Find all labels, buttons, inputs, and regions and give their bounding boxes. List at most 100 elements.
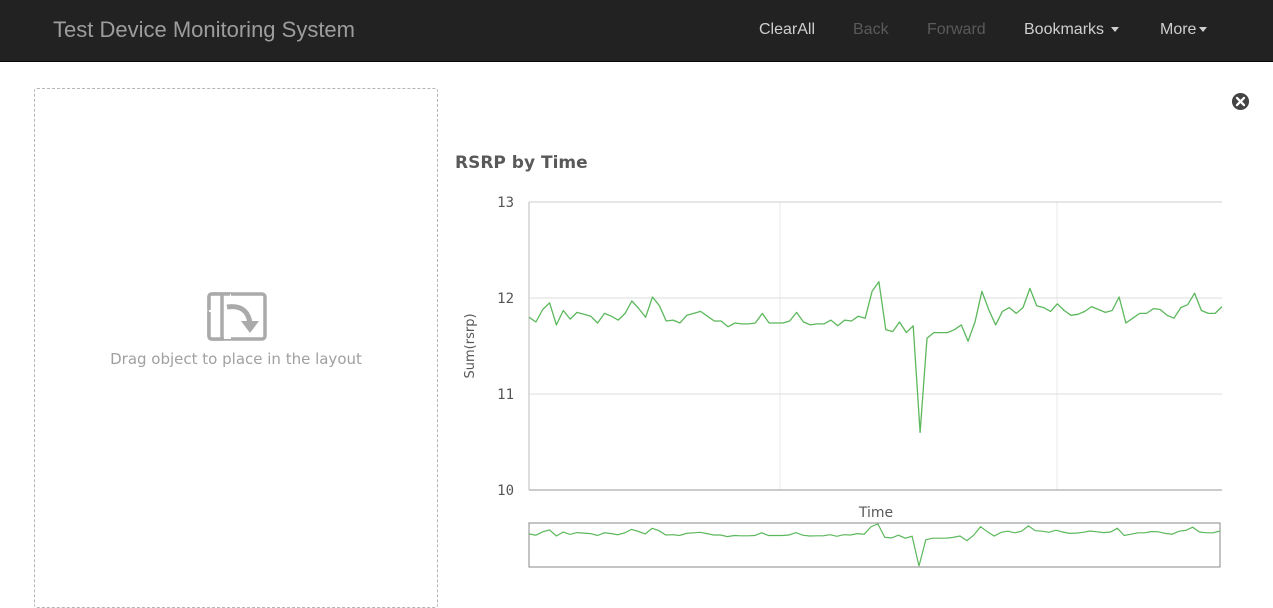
rsrp-line-chart[interactable]: 10 11 12 13 Sum(rsrp) Time xyxy=(440,190,1240,576)
data-point[interactable] xyxy=(925,336,930,341)
data-point[interactable] xyxy=(863,316,868,321)
data-point[interactable] xyxy=(1172,316,1177,321)
data-point[interactable] xyxy=(1123,321,1128,326)
data-point[interactable] xyxy=(1158,307,1163,312)
data-point[interactable] xyxy=(1062,308,1067,313)
clearall-button[interactable]: ClearAll xyxy=(759,21,816,38)
data-point[interactable] xyxy=(602,311,607,316)
data-point[interactable] xyxy=(623,311,628,316)
data-point[interactable] xyxy=(575,310,580,315)
data-point[interactable] xyxy=(801,320,806,325)
data-point[interactable] xyxy=(629,298,634,303)
data-point[interactable] xyxy=(705,314,710,319)
forward-button[interactable]: Forward xyxy=(927,21,986,38)
data-point[interactable] xyxy=(1096,307,1101,312)
close-icon[interactable] xyxy=(1231,92,1250,111)
data-point[interactable] xyxy=(1069,313,1074,318)
data-point[interactable] xyxy=(1165,313,1170,318)
data-point[interactable] xyxy=(952,327,957,332)
data-point[interactable] xyxy=(966,339,971,344)
data-point[interactable] xyxy=(1213,311,1218,316)
data-point[interactable] xyxy=(918,430,923,435)
data-point[interactable] xyxy=(684,313,689,318)
data-point[interactable] xyxy=(719,319,724,324)
data-point[interactable] xyxy=(870,289,875,294)
data-point[interactable] xyxy=(780,321,785,326)
data-point[interactable] xyxy=(1151,306,1156,311)
data-point[interactable] xyxy=(815,321,820,326)
data-point[interactable] xyxy=(911,323,916,328)
data-point[interactable] xyxy=(760,311,765,316)
data-point[interactable] xyxy=(993,322,998,327)
data-point[interactable] xyxy=(1103,310,1108,315)
data-point[interactable] xyxy=(1027,286,1032,291)
data-point[interactable] xyxy=(890,329,895,334)
data-point[interactable] xyxy=(540,307,545,312)
data-point[interactable] xyxy=(753,321,758,326)
data-point[interactable] xyxy=(856,314,861,319)
data-point[interactable] xyxy=(835,323,840,328)
data-point[interactable] xyxy=(931,330,936,335)
data-point[interactable] xyxy=(1055,301,1060,306)
data-point[interactable] xyxy=(588,314,593,319)
data-point[interactable] xyxy=(1220,304,1225,309)
data-point[interactable] xyxy=(636,306,641,311)
data-point[interactable] xyxy=(664,319,669,324)
data-point[interactable] xyxy=(527,315,532,320)
data-point[interactable] xyxy=(849,319,854,324)
data-point[interactable] xyxy=(1110,308,1115,313)
data-point[interactable] xyxy=(547,300,552,305)
data-point[interactable] xyxy=(938,330,943,335)
data-point[interactable] xyxy=(726,324,731,329)
data-point[interactable] xyxy=(1089,304,1094,309)
data-point[interactable] xyxy=(691,311,696,316)
data-point[interactable] xyxy=(828,318,833,323)
data-point[interactable] xyxy=(671,318,676,323)
data-point[interactable] xyxy=(1117,295,1122,300)
data-point[interactable] xyxy=(712,319,717,324)
data-point[interactable] xyxy=(609,314,614,319)
data-point[interactable] xyxy=(876,279,881,284)
data-point[interactable] xyxy=(739,321,744,326)
data-point[interactable] xyxy=(1007,305,1012,310)
data-point[interactable] xyxy=(595,321,600,326)
data-point[interactable] xyxy=(1014,311,1019,316)
data-point[interactable] xyxy=(1137,311,1142,316)
data-point[interactable] xyxy=(746,321,751,326)
data-point[interactable] xyxy=(822,321,827,326)
data-point[interactable] xyxy=(533,320,538,325)
data-point[interactable] xyxy=(842,318,847,323)
data-point[interactable] xyxy=(986,307,991,312)
data-point[interactable] xyxy=(616,318,621,323)
data-point[interactable] xyxy=(787,319,792,324)
data-point[interactable] xyxy=(568,317,573,322)
layout-drop-zone[interactable]: Drag object to place in the layout xyxy=(34,88,438,608)
data-point[interactable] xyxy=(1192,291,1197,296)
data-point[interactable] xyxy=(1048,309,1053,314)
data-point[interactable] xyxy=(979,289,984,294)
data-point[interactable] xyxy=(554,322,559,327)
data-point[interactable] xyxy=(1075,312,1080,317)
data-point[interactable] xyxy=(897,320,902,325)
data-point[interactable] xyxy=(678,321,683,326)
data-point[interactable] xyxy=(945,330,950,335)
data-point[interactable] xyxy=(1021,305,1026,310)
data-point[interactable] xyxy=(650,295,655,300)
data-point[interactable] xyxy=(1041,305,1046,310)
bookmarks-menu[interactable]: Bookmarks xyxy=(1024,21,1120,39)
data-point[interactable] xyxy=(643,315,648,320)
data-point[interactable] xyxy=(1185,302,1190,307)
data-point[interactable] xyxy=(1206,311,1211,316)
data-point[interactable] xyxy=(1178,305,1183,310)
data-point[interactable] xyxy=(657,303,662,308)
data-point[interactable] xyxy=(904,330,909,335)
data-point[interactable] xyxy=(1034,303,1039,308)
back-button[interactable]: Back xyxy=(853,21,889,38)
mini-chart-scrollbar[interactable] xyxy=(528,522,1221,568)
data-point[interactable] xyxy=(794,310,799,315)
data-point[interactable] xyxy=(808,322,813,327)
data-point[interactable] xyxy=(1082,309,1087,314)
data-point[interactable] xyxy=(561,308,566,313)
data-point[interactable] xyxy=(698,309,703,314)
data-point[interactable] xyxy=(1000,309,1005,314)
